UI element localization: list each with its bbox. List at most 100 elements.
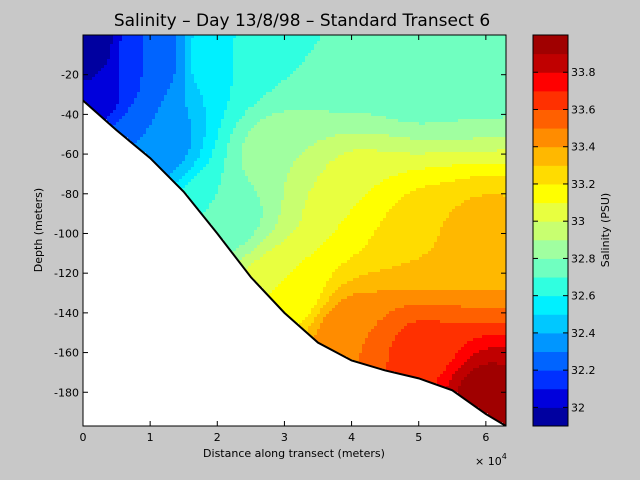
contour-cell <box>314 188 318 192</box>
contour-cell <box>167 77 171 81</box>
contour-cell <box>209 146 213 150</box>
contour-cell <box>152 149 156 153</box>
contour-cell <box>284 200 288 204</box>
contour-cell <box>179 113 183 117</box>
contour-cell <box>263 287 267 291</box>
contour-cell <box>203 35 207 39</box>
contour-cell <box>200 44 204 48</box>
contour-cell <box>308 173 312 177</box>
contour-cell <box>230 50 234 54</box>
contour-cell <box>251 200 255 204</box>
contour-cell <box>92 80 96 84</box>
contour-cell <box>305 239 309 243</box>
contour-cell <box>311 206 315 210</box>
contour-cell <box>83 83 87 87</box>
contour-cell <box>164 101 168 105</box>
contour-cell <box>290 125 294 129</box>
contour-cell <box>260 98 264 102</box>
contour-cell <box>245 263 249 267</box>
contour-cell <box>293 47 297 51</box>
contour-cell <box>296 128 300 132</box>
contour-cell <box>263 254 267 258</box>
contour-cell <box>203 128 207 132</box>
contour-cell <box>269 116 273 120</box>
contour-cell <box>254 101 258 105</box>
contour-cell <box>248 203 252 207</box>
contour-cell <box>314 119 318 123</box>
contour-cell <box>278 131 282 135</box>
contour-cell <box>218 41 222 45</box>
contour-cell <box>278 128 282 132</box>
contour-cell <box>311 131 315 135</box>
contour-cell <box>233 197 237 201</box>
contour-cell <box>254 254 258 258</box>
contour-cell <box>173 107 177 111</box>
contour-cell <box>260 179 264 183</box>
contour-cell <box>221 86 225 90</box>
contour-cell <box>125 113 129 117</box>
contour-cell <box>233 185 237 189</box>
contour-cell <box>260 62 264 66</box>
contour-cell <box>149 62 153 66</box>
contour-cell <box>155 113 159 117</box>
contour-cell <box>137 95 141 99</box>
contour-cell <box>311 233 315 237</box>
contour-cell <box>293 134 297 138</box>
contour-cell <box>101 50 105 54</box>
contour-cell <box>305 101 309 105</box>
contour-cell <box>227 92 231 96</box>
contour-cell <box>134 119 138 123</box>
contour-cell <box>269 38 273 42</box>
contour-cell <box>299 287 303 291</box>
contour-cell <box>230 101 234 105</box>
contour-cell <box>305 218 309 222</box>
contour-cell <box>209 209 213 213</box>
contour-cell <box>164 161 168 165</box>
contour-cell <box>320 320 324 324</box>
contour-cell <box>305 317 309 321</box>
contour-cell <box>320 110 324 114</box>
contour-cell <box>290 263 294 267</box>
contour-cell <box>212 170 216 174</box>
contour-cell <box>233 131 237 135</box>
contour-cell <box>269 266 273 270</box>
contour-cell <box>284 122 288 126</box>
contour-cell <box>302 206 306 210</box>
contour-cell <box>272 251 276 255</box>
contour-cell <box>284 152 288 156</box>
contour-cell <box>302 239 306 243</box>
contour-cell <box>227 113 231 117</box>
contour-cell <box>122 65 126 69</box>
contour-cell <box>272 176 276 180</box>
contour-cell <box>314 197 318 201</box>
contour-cell <box>302 305 306 309</box>
contour-cell <box>248 191 252 195</box>
contour-cell <box>275 44 279 48</box>
contour-cell <box>191 185 195 189</box>
contour-cell <box>305 152 309 156</box>
contour-cell <box>89 68 93 72</box>
contour-cell <box>284 245 288 249</box>
contour-cell <box>257 185 261 189</box>
contour-cell <box>293 287 297 291</box>
contour-cell <box>119 44 123 48</box>
contour-cell <box>320 239 324 243</box>
contour-cell <box>206 71 210 75</box>
contour-cell <box>302 296 306 300</box>
contour-cell <box>182 113 186 117</box>
contour-cell <box>275 254 279 258</box>
contour-cell <box>281 71 285 75</box>
contour-cell <box>158 161 162 165</box>
contour-cell <box>251 134 255 138</box>
contour-cell <box>305 53 309 57</box>
contour-cell <box>155 134 159 138</box>
contour-cell <box>227 95 231 99</box>
contour-cell <box>227 56 231 60</box>
contour-cell <box>125 47 129 51</box>
contour-cell <box>173 59 177 63</box>
contour-cell <box>173 101 177 105</box>
contour-cell <box>236 164 240 168</box>
contour-cell <box>293 80 297 84</box>
contour-cell <box>239 212 243 216</box>
contour-cell <box>107 41 111 45</box>
